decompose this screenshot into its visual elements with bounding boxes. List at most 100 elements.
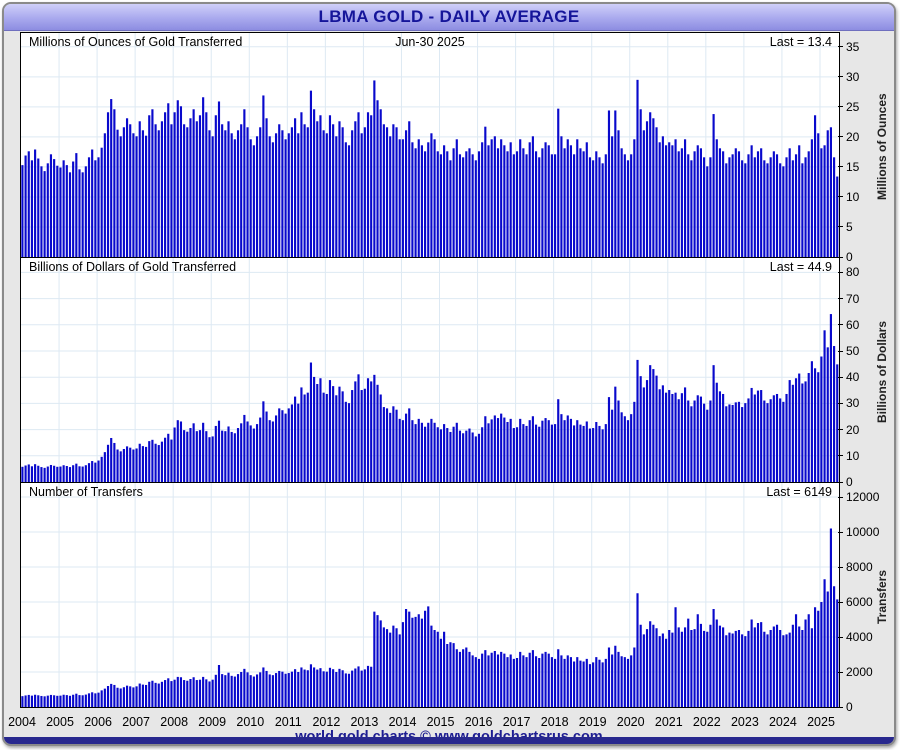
bar [829,528,832,707]
bar [30,466,34,482]
bar [534,656,538,707]
bar [813,607,817,707]
bar [484,416,487,482]
bar [810,628,813,707]
bar [224,130,227,257]
bar [309,90,313,257]
bar [24,695,27,707]
bar [658,636,661,707]
bar [677,151,680,257]
y-tick-label: 20 [838,423,859,437]
bar [512,154,515,257]
bar [189,679,192,707]
bar [655,127,658,257]
x-year-label: 2008 [160,715,189,729]
bar [91,461,94,482]
bar [122,687,125,707]
bar [392,625,395,707]
bar [230,431,233,482]
bar [195,121,198,257]
y-tick-label: 5 [838,220,853,234]
bar [541,148,544,257]
bar [490,652,493,707]
bar [788,148,791,257]
bar [683,387,687,482]
bar [265,118,268,257]
bar [538,658,541,707]
bar [338,121,341,257]
bar [620,148,623,257]
bar [709,624,712,707]
bar [21,466,24,482]
bar [227,672,230,707]
bar [366,378,370,482]
bar [817,610,820,707]
bar [395,628,398,707]
x-year-label: 2025 [807,715,835,729]
bar [151,109,154,257]
bar [813,115,817,257]
bar [582,151,585,257]
bar [313,109,316,257]
bar [820,602,823,707]
x-year-label: 2010 [236,715,265,729]
bar [833,586,836,707]
bar [300,112,303,257]
bar [145,684,148,707]
y-tick-label: 0 [838,700,853,714]
bar [804,381,807,482]
bar [84,694,87,707]
bar [617,400,620,482]
bar [769,157,772,257]
bar [782,166,785,257]
bar [297,133,300,257]
bar [617,651,620,707]
bar [582,661,585,707]
bar [252,428,255,482]
x-year-label: 2018 [540,715,569,729]
bar [141,446,144,482]
bar [598,157,601,257]
bar [547,145,550,257]
bar [680,631,683,707]
bar [576,420,579,482]
bar [477,658,481,707]
bar [116,687,119,707]
bar [322,671,325,707]
bar [379,394,382,482]
bar [623,416,626,482]
bar [363,388,366,482]
bar [294,669,297,707]
bar [221,430,224,482]
bar [633,647,636,707]
bar [252,145,255,257]
bar [65,165,68,257]
bar [325,671,328,707]
bar [106,112,110,257]
bar [110,99,113,257]
bar [183,680,186,707]
bar [404,609,408,707]
bar [677,399,680,482]
bar [411,617,414,707]
bar [24,465,27,482]
bar [347,673,351,707]
bar [75,153,78,257]
bar [59,167,62,257]
bar [709,157,712,257]
y-axis-title-transfers: Transfers [875,569,889,625]
bar [775,393,779,482]
bar [664,392,668,482]
bar [151,439,154,482]
bar [319,378,322,482]
bar [148,681,151,707]
bar [297,403,300,482]
bar [493,415,496,482]
bar [725,635,728,707]
bar [236,674,240,707]
bar [236,130,240,257]
bar [160,681,163,707]
bar [354,381,357,482]
bar [560,414,563,482]
bar [496,148,500,257]
